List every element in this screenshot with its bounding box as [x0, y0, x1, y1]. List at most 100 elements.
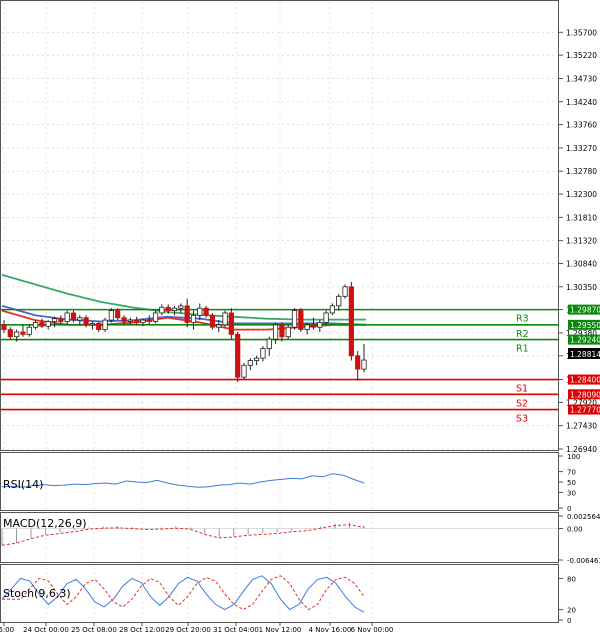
time-tick-label: 28 Oct 12:00 — [119, 626, 165, 634]
time-tick-label: 6 Nov 00:00 — [351, 626, 394, 634]
indicator-tick-label: 100 — [567, 453, 580, 461]
price-tick-label: 1.33270 — [566, 144, 597, 153]
candle-body — [298, 310, 304, 331]
candle-body — [329, 305, 336, 314]
indicator-tick-label: 20 — [567, 607, 576, 615]
candle-body — [96, 323, 102, 331]
candle-body — [235, 333, 241, 378]
stoch-panel: 80 20 0 — [1, 575, 576, 625]
candle-body — [140, 319, 146, 323]
macd-title: MACD(12,26,9) — [3, 517, 87, 530]
candle-body — [83, 317, 89, 326]
candle-body — [108, 310, 114, 321]
price-tick-label: 1.27430 — [566, 422, 597, 431]
level-price-label: 1.27770 — [570, 406, 600, 415]
level-price-label: 1.29240 — [570, 336, 600, 345]
candle-body — [146, 319, 152, 322]
time-tick-label: 31 Oct 04:00 — [213, 626, 259, 634]
level-price-box — [568, 389, 600, 400]
rsi-title: RSI(14) — [3, 478, 43, 491]
level-price-box — [568, 319, 600, 330]
price-tick-label: 1.29380 — [566, 329, 597, 338]
level-name: R2 — [516, 329, 529, 340]
indicator-tick-label: 30 — [567, 489, 576, 497]
price-tick-label: 1.31320 — [566, 237, 597, 246]
candle-body — [272, 324, 279, 340]
candle-body — [1, 324, 7, 331]
time-tick-label: 24 Oct 00:00 — [23, 626, 69, 634]
candle-body — [184, 305, 190, 323]
candle-body — [254, 357, 260, 361]
price-tick-label: 1.34240 — [566, 98, 597, 107]
macd-panel: 0.002564 0.00 -0.006461 — [1, 513, 600, 565]
macd-signal-line — [1, 524, 365, 546]
candle-body — [39, 322, 45, 327]
current-price-box — [568, 348, 600, 359]
candle-body — [197, 307, 203, 316]
time-tick-label: 16:00 — [0, 626, 14, 634]
current-price-label: 1.28814 — [570, 350, 600, 359]
indicator-tick-label: 70 — [567, 469, 576, 477]
candle-body — [348, 286, 354, 357]
level-price-label: 1.28090 — [570, 390, 600, 399]
candle-body — [165, 306, 171, 311]
ma-line — [1, 274, 366, 321]
candle-body — [121, 317, 127, 322]
time-tick-label: 1 Nov 12:00 — [259, 626, 302, 634]
candle-body — [32, 322, 39, 328]
candle-body — [336, 295, 342, 307]
time-tick-label: 25 Oct 08:00 — [71, 626, 117, 634]
candle-body — [20, 331, 26, 335]
level-price-label: 1.28400 — [570, 376, 600, 385]
candle-body — [291, 310, 298, 328]
price-tick-label: 1.35700 — [566, 28, 597, 37]
stoch-signal-line — [2, 575, 365, 611]
candle-body — [228, 312, 234, 335]
candle-body — [241, 364, 247, 378]
rsi-panel: 100 70 50 30 0 — [1, 453, 580, 513]
candle-body — [209, 314, 216, 328]
candle-body — [77, 317, 83, 321]
candle-body — [266, 338, 272, 350]
candle-body — [134, 319, 140, 323]
macd-panel-frame — [0, 512, 559, 563]
candle-body — [279, 324, 285, 338]
stoch-line — [1, 575, 365, 613]
candle-body — [222, 312, 228, 326]
level-name: S2 — [516, 398, 528, 409]
candle-body — [190, 314, 197, 323]
price-tick-label: 1.32300 — [566, 190, 597, 199]
main-panel-frame — [0, 0, 559, 451]
level-price-box — [568, 304, 600, 315]
price-tick-label: 1.26940 — [566, 445, 597, 454]
level-name: R1 — [516, 344, 529, 355]
candle-body — [355, 355, 361, 370]
indicator-tick-label: 0.00 — [567, 526, 583, 534]
level-price-box — [568, 404, 600, 415]
candle-body — [58, 318, 64, 322]
candle-body — [285, 326, 291, 338]
candle-body — [51, 318, 58, 322]
candle-body — [216, 324, 222, 328]
price-tick-label: 1.30350 — [566, 283, 597, 292]
time-tick-label: 29 Oct 20:00 — [165, 626, 211, 634]
level-name: S3 — [516, 414, 528, 425]
candle-body — [159, 306, 165, 314]
price-tick-label: 1.27920 — [566, 398, 597, 407]
candle-body — [361, 359, 367, 370]
price-tick-label: 1.30840 — [566, 259, 597, 268]
candle-body — [342, 286, 348, 297]
indicator-tick-label: 0 — [567, 617, 571, 625]
candle-body — [317, 322, 323, 328]
price-tick-label: 1.34730 — [566, 74, 597, 83]
candle-body — [323, 312, 329, 323]
price-tick-label: 1.35220 — [566, 51, 597, 60]
indicator-tick-label: 0.002564 — [567, 513, 600, 521]
price-tick-label: 1.31810 — [566, 213, 597, 222]
candle-body — [115, 310, 121, 319]
rsi-line — [1, 473, 365, 488]
candle-body — [64, 312, 70, 322]
level-name: R3 — [516, 314, 529, 325]
